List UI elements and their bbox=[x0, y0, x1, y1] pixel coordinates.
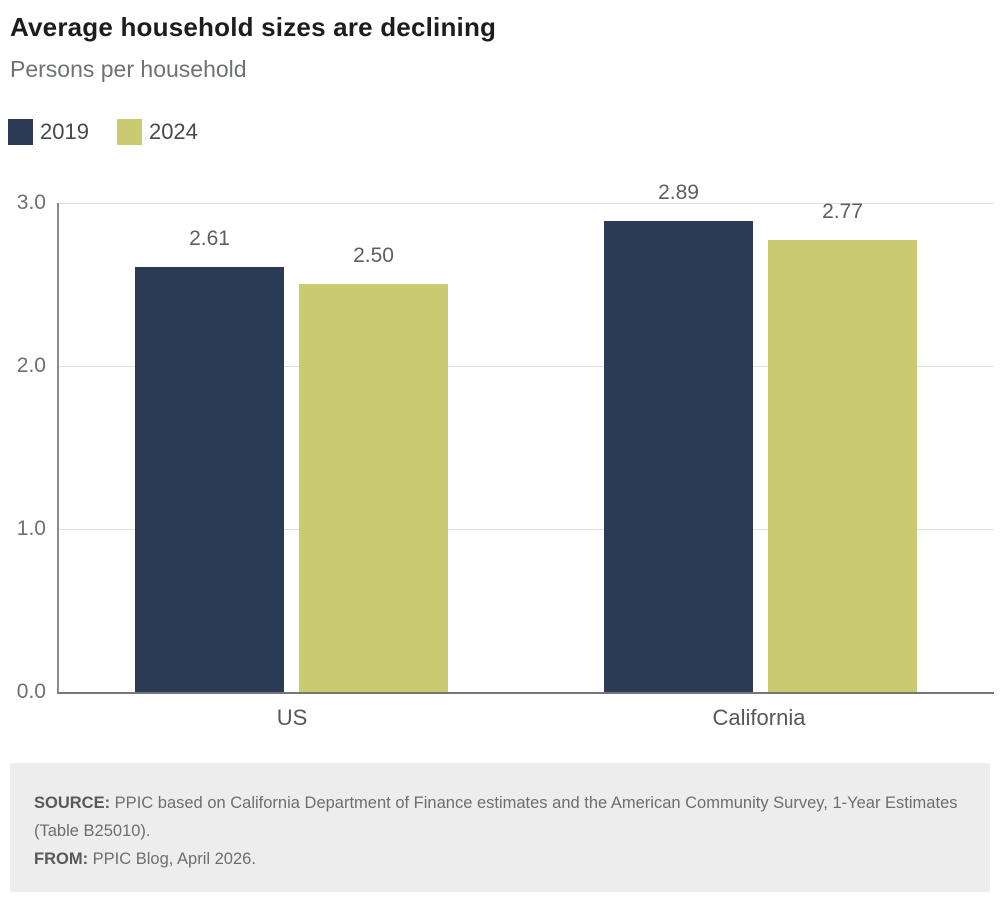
bar-2024-California bbox=[768, 240, 917, 692]
legend-swatch-2024 bbox=[116, 119, 142, 145]
from-text: PPIC Blog, April 2026. bbox=[88, 850, 256, 868]
legend-swatch-2019 bbox=[8, 119, 33, 145]
source-text: PPIC based on California Department of F… bbox=[34, 794, 958, 840]
value-label-2024-California: 2.77 bbox=[822, 200, 863, 223]
legend-item-2019: 2019 bbox=[8, 119, 89, 145]
chart-subtitle: Persons per household bbox=[10, 56, 247, 82]
legend-item-2024: 2024 bbox=[116, 119, 198, 145]
legend-label-2019: 2019 bbox=[40, 119, 89, 144]
plot-area: 2.61 2.50 US 2.89 2.77 California bbox=[57, 181, 994, 730]
y-tick-label-1.0: 1.0 bbox=[16, 517, 46, 540]
value-label-2019-California: 2.89 bbox=[658, 181, 699, 204]
legend: 2019 2024 bbox=[8, 119, 198, 145]
bar-2024-US bbox=[299, 284, 448, 692]
gridline-1.0 bbox=[59, 529, 994, 530]
bar-2019-California bbox=[604, 221, 753, 692]
x-axis-label-US: US bbox=[276, 705, 308, 730]
y-tick-label-0.0: 0.0 bbox=[16, 680, 46, 703]
from-line: FROM: PPIC Blog, April 2026. bbox=[34, 845, 960, 873]
from-label: FROM: bbox=[34, 850, 89, 868]
legend-label-2024: 2024 bbox=[148, 119, 198, 144]
gridline-2.0 bbox=[59, 366, 994, 367]
source-line: SOURCE: PPIC based on California Departm… bbox=[34, 789, 960, 845]
y-tick-label-3.0: 3.0 bbox=[16, 191, 46, 214]
value-label-2019-US: 2.61 bbox=[189, 227, 230, 250]
source-label: SOURCE: bbox=[34, 794, 111, 812]
gridline-3.0 bbox=[59, 203, 994, 204]
y-tick-label-2.0: 2.0 bbox=[16, 354, 46, 377]
y-axis-tick-labels: 0.0 1.0 2.0 3.0 bbox=[0, 191, 46, 703]
value-label-2024-US: 2.50 bbox=[353, 244, 394, 267]
x-axis-label-California: California bbox=[712, 705, 806, 730]
source-box: SOURCE: PPIC based on California Departm… bbox=[10, 763, 990, 892]
chart-title: Average household sizes are declining bbox=[10, 12, 497, 42]
bar-2019-US bbox=[135, 267, 284, 692]
